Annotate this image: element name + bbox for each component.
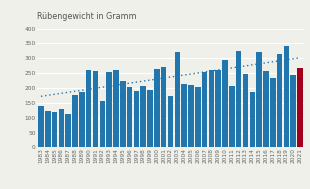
Bar [65,114,71,147]
Bar [277,54,282,147]
Text: Rübengewicht in Gramm: Rübengewicht in Gramm [37,12,137,21]
Bar [188,85,194,147]
Bar [195,87,201,147]
Bar [45,111,51,147]
Bar [290,75,296,147]
Bar [161,67,166,147]
Bar [134,91,139,147]
Bar [100,101,105,147]
Bar [209,70,214,147]
Bar [79,92,85,147]
Bar [147,90,153,147]
Bar [243,74,248,147]
Bar [59,109,64,147]
Bar [154,69,160,147]
Bar [250,92,255,147]
Bar [229,86,235,147]
Bar [52,112,57,147]
Bar [86,70,91,147]
Bar [263,71,269,147]
Bar [236,51,241,147]
Bar [127,87,132,147]
Bar [93,71,98,147]
Bar [181,84,187,147]
Bar [256,52,262,147]
Bar [140,86,146,147]
Bar [106,72,112,147]
Bar [120,81,126,147]
Bar [215,70,221,147]
Bar [270,78,276,147]
Bar [222,60,228,147]
Bar [297,68,303,147]
Bar [175,52,180,147]
Bar [202,72,207,147]
Bar [284,46,289,147]
Bar [38,106,44,147]
Bar [113,70,119,147]
Bar [72,94,78,147]
Bar [168,96,173,147]
